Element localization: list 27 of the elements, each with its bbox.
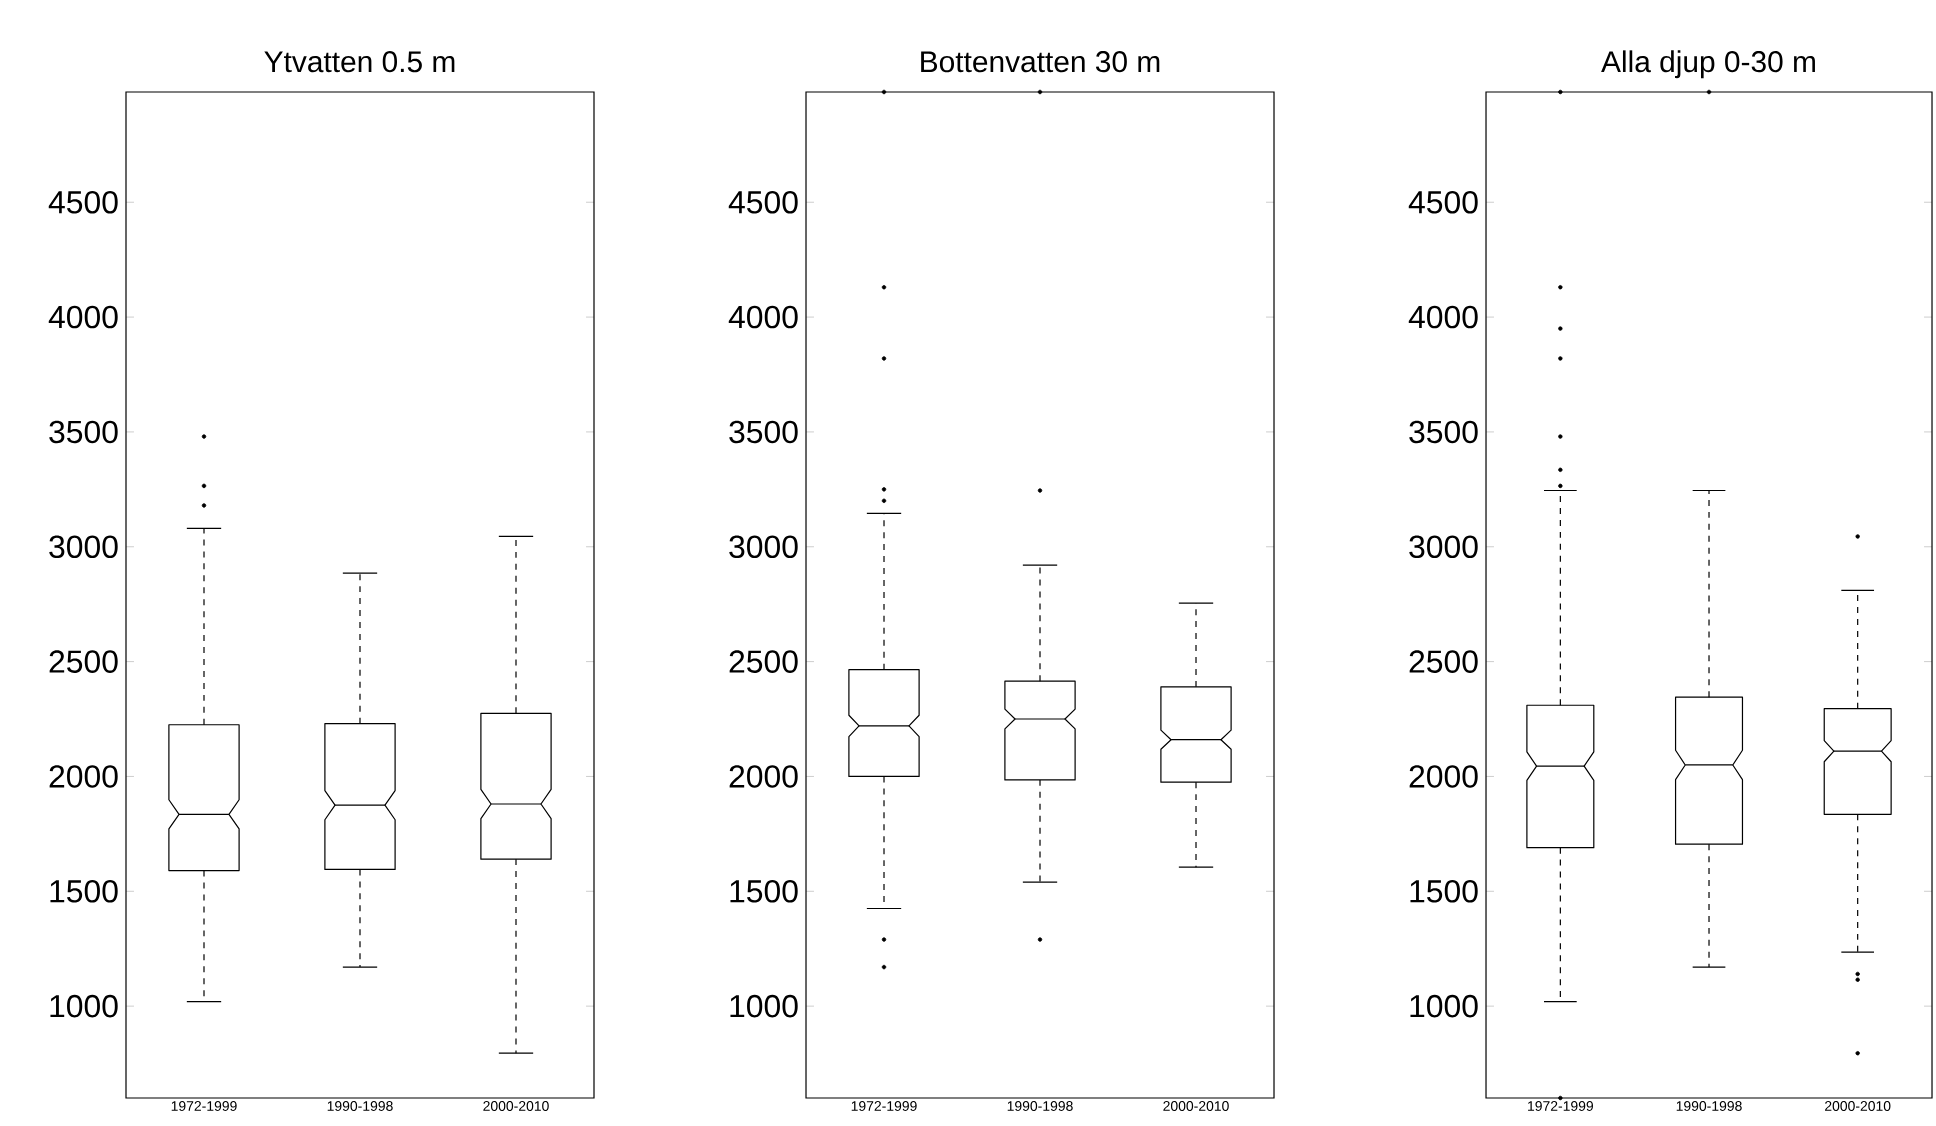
y-tick-label: 3000 [729, 535, 798, 559]
y-tick-label: 3500 [49, 420, 118, 444]
y-tick-label: 4000 [728, 305, 798, 329]
y-tick-label: 3000 [1409, 535, 1478, 559]
y-tick-label: 1500 [50, 880, 118, 903]
y-tick-label: 1500 [1410, 880, 1478, 903]
y-tick-label: 2000 [49, 765, 118, 788]
y-tick-label: 2000 [729, 765, 798, 788]
y-tick-label: 1000 [730, 994, 798, 1018]
y-tick-label: 1000 [1410, 994, 1478, 1018]
y-tick-label: 4000 [1408, 305, 1478, 329]
y-tick-label: 2000 [1409, 765, 1478, 788]
y-tick-label: 4000 [48, 305, 118, 329]
y-tick-label: 4500 [1408, 190, 1478, 214]
y-tick-label: 2500 [729, 650, 798, 673]
y-tick-label: 3500 [729, 420, 798, 444]
y-tick-label: 2500 [1409, 650, 1478, 673]
y-tick-label: 1000 [50, 994, 118, 1018]
y-tick-label: 1500 [730, 880, 798, 903]
chart-title: Alla djup 0-30 m [1601, 50, 1815, 79]
y-tick-label: 2500 [49, 650, 118, 673]
chart-title: Ytvatten 0.5 m [264, 51, 455, 73]
y-tick-label: 3500 [1409, 420, 1478, 444]
y-tick-label: 3000 [49, 535, 118, 559]
y-tick-label: 4500 [48, 190, 118, 214]
chart-title: Bottenvatten 30 m [921, 51, 1160, 73]
y-tick-label: 4500 [728, 190, 798, 214]
